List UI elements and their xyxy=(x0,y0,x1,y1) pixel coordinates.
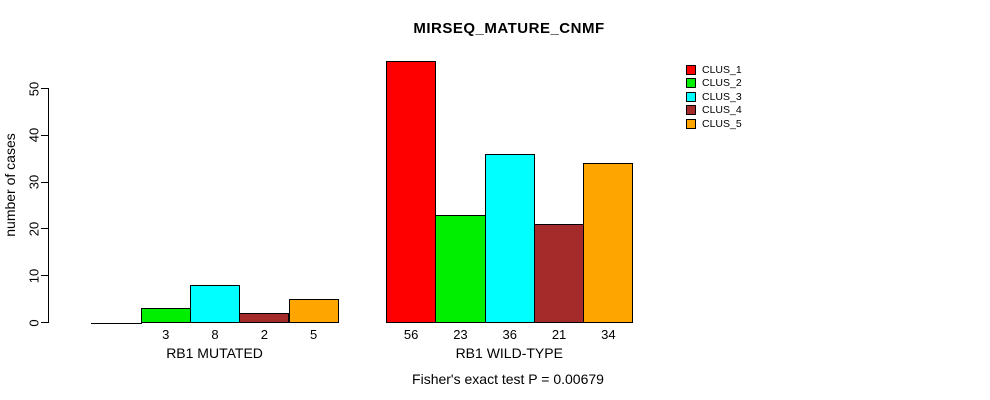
bar-value-label: 23 xyxy=(453,327,468,342)
bar-value-label: 56 xyxy=(403,327,419,342)
bar-value-label: 8 xyxy=(211,327,219,342)
bar-value-label: 34 xyxy=(601,327,616,342)
bar-clus-2-group2 xyxy=(435,214,486,324)
legend-swatch-clus_1 xyxy=(685,65,696,75)
bar-clus-1-group1 xyxy=(91,322,142,324)
y-axis-tick xyxy=(41,228,48,230)
y-axis-title: number of cases xyxy=(2,133,18,237)
legend-label-clus_2: CLUS_2 xyxy=(702,77,742,90)
bar-clus-3-group2 xyxy=(484,154,535,324)
y-axis-line xyxy=(48,88,49,323)
bar-value-label: 36 xyxy=(502,327,517,342)
y-axis-tick xyxy=(41,275,48,277)
legend-swatch-clus_3 xyxy=(685,91,696,102)
bar-value-label: 21 xyxy=(551,327,567,342)
group-label-1: RB1 MUTATED xyxy=(166,345,263,361)
y-axis-tick-label: 50 xyxy=(26,81,42,96)
bar-clus-3-group1 xyxy=(189,285,241,324)
bar-clus-1-group2 xyxy=(386,60,437,324)
y-axis-tick-label: 0 xyxy=(26,318,42,327)
y-axis-tick-label: 30 xyxy=(26,174,42,190)
chart-title: MIRSEQ_MATURE_CNMF xyxy=(413,20,605,37)
bar-value-label: 3 xyxy=(162,327,170,342)
y-axis-tick xyxy=(41,322,48,323)
legend-label-clus_5: CLUS_5 xyxy=(702,117,742,130)
bar-value-label: 2 xyxy=(260,327,268,342)
legend-label-clus_1: CLUS_1 xyxy=(702,64,742,76)
y-axis-tick-label: 20 xyxy=(26,221,42,237)
y-axis-tick xyxy=(41,88,48,90)
y-axis-tick xyxy=(41,134,48,136)
annotation-text: Fisher's exact test P = 0.00679 xyxy=(412,371,604,387)
group-label-2: RB1 WILD-TYPE xyxy=(455,345,563,361)
bar-clus-2-group1 xyxy=(140,308,191,324)
y-axis-tick-label: 10 xyxy=(26,268,42,283)
y-axis-tick xyxy=(41,181,48,183)
legend-label-clus_4: CLUS_4 xyxy=(702,104,742,117)
legend-label-clus_3: CLUS_3 xyxy=(702,90,742,103)
y-axis-tick-label: 40 xyxy=(26,128,42,143)
legend-swatch-clus_2 xyxy=(685,78,696,89)
bar-clus-4-group1 xyxy=(239,313,290,324)
bar-value-label: 5 xyxy=(310,327,318,342)
legend-swatch-clus_4 xyxy=(685,105,696,116)
bar-clus-4-group2 xyxy=(533,224,585,324)
legend-swatch-clus_5 xyxy=(685,118,696,129)
bar-clus-5-group1 xyxy=(288,299,339,324)
bar-clus-5-group2 xyxy=(583,163,634,324)
